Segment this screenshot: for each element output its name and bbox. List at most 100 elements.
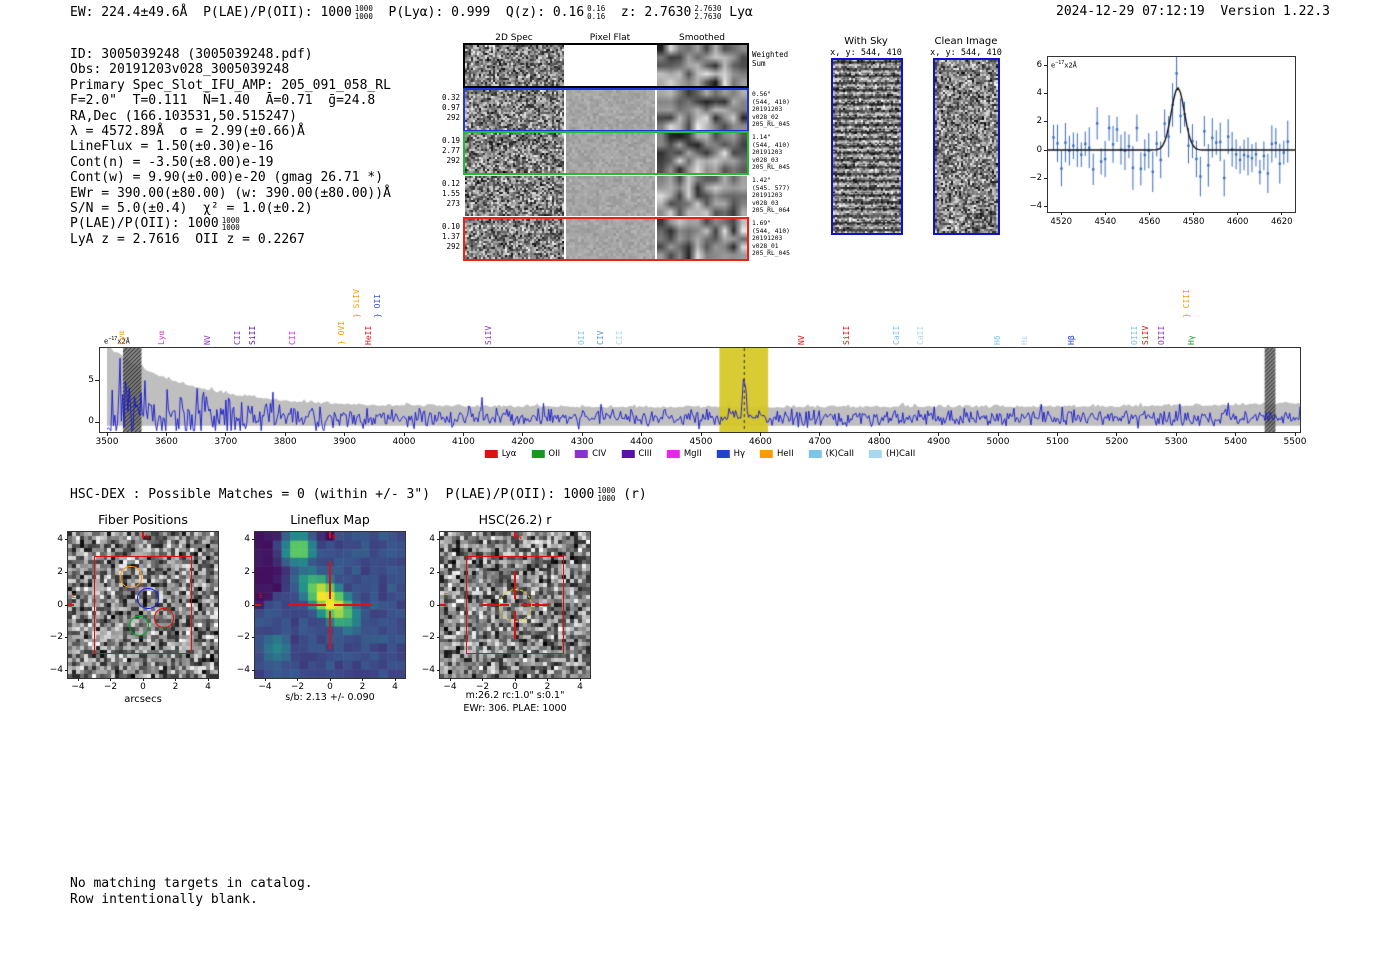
- info-primary-spec: Primary Spec_Slot_IFU_AMP: 205_091_058_R…: [70, 77, 391, 93]
- legend-label: Lyα: [501, 449, 517, 459]
- spectrum-x-tick-label: 4300: [570, 437, 594, 447]
- zoom-y-tick: [1044, 121, 1047, 123]
- legend-item: CIII: [621, 449, 652, 459]
- spectrum-x-tick: [1294, 432, 1296, 436]
- zoom-y-tick: [1044, 93, 1047, 95]
- hsc-crosshair-top: [514, 571, 516, 599]
- fiber-region-square: [94, 556, 192, 654]
- spectrum-x-tick-label: 4700: [808, 437, 832, 447]
- spec2d-r2-2d-canvas: [465, 133, 564, 173]
- cutout-y-tick: [252, 670, 255, 672]
- spec2d-title-2dspec: 2D Spec: [495, 33, 533, 43]
- spectrum-y-tick-label: 5: [88, 374, 94, 385]
- zoom-x-tick: [1281, 212, 1283, 215]
- lineflux-caption: s/b: 2.13 +/- 0.090: [285, 692, 375, 703]
- lineflux-compass-n-label: N: [332, 533, 337, 541]
- withsky-title: With Sky: [844, 36, 888, 47]
- cutout-y-tick-label: 0: [57, 599, 63, 610]
- info-sn-chi2: S/N = 5.0(±0.4) χ² = 1.0(±0.2): [70, 201, 313, 217]
- cutout-x-tick: [77, 678, 79, 681]
- zoom-x-tick: [1193, 212, 1195, 215]
- lineflux-crosshair-bottom: [329, 611, 331, 649]
- cutout-y-tick-label: −4: [49, 665, 63, 676]
- zoom-y-tick-label: 0: [1036, 144, 1042, 155]
- cutout-y-tick: [437, 571, 440, 573]
- spectrum-x-tick-label: 4800: [867, 437, 891, 447]
- spectrum-x-tick-label: 5000: [986, 437, 1010, 447]
- zoom-x-tick-label: 4600: [1226, 217, 1249, 227]
- cutout-x-tick-label: −4: [443, 682, 457, 692]
- header-z-fraction: 2.7630 2.7630: [694, 5, 721, 20]
- hsc-crosshair-left: [481, 604, 509, 606]
- info-wavelength: λ = 4572.89Å σ = 2.99(±0.66)Å: [70, 124, 305, 140]
- emission-line-label: } SiIV: [351, 289, 361, 318]
- spectrum-x-tick: [938, 432, 940, 436]
- hsc-aperture-circle: [498, 588, 532, 622]
- cutout-x-tick: [579, 678, 581, 681]
- emission-line-label: CaII: [915, 325, 925, 345]
- info-cont-n: Cont(n) = -3.50(±8.00)e-19: [70, 154, 274, 170]
- zoom-x-tick: [1104, 212, 1106, 215]
- hsc-region-square: [466, 556, 564, 654]
- spectrum-x-tick: [819, 432, 821, 436]
- emission-line-label: CII: [288, 330, 298, 345]
- zoom-x-tick: [1237, 212, 1239, 215]
- cutout-x-tick: [175, 678, 176, 681]
- cutout-x-tick: [547, 678, 548, 681]
- cutout-y-tick-label: −4: [236, 665, 250, 676]
- spec2d-r3-2d-canvas: [465, 176, 564, 216]
- zoom-y-tick-label: 6: [1036, 59, 1042, 70]
- zoom-x-tick: [1148, 212, 1150, 215]
- cutout-y-tick-label: −2: [49, 632, 63, 643]
- spec2d-sum-smoothed-canvas: [657, 45, 747, 86]
- cutout-x-tick-label: −2: [475, 682, 490, 692]
- info-plae: P(LAE)/P(OII): 1000 1000 1000: [70, 216, 391, 231]
- cutout-x-tick: [207, 678, 209, 681]
- cutout-y-tick: [437, 670, 440, 672]
- full-spectrum-canvas: [100, 348, 1300, 432]
- legend-label: (K)CaII: [825, 449, 855, 459]
- emission-line-label: } CIII: [1182, 289, 1192, 318]
- zoom-y-tick-label: 4: [1036, 88, 1042, 99]
- spectrum-x-tick: [878, 432, 880, 436]
- legend-swatch: [760, 450, 774, 458]
- cutout-y-tick-label: −4: [421, 665, 435, 676]
- spectrum-x-tick: [462, 432, 464, 436]
- zoom-y-tick: [1044, 177, 1047, 179]
- lineflux-map-title: Lineflux Map: [290, 512, 370, 527]
- emission-line-label: Lyα: [117, 330, 127, 345]
- emission-line-label: CII: [233, 330, 243, 345]
- lineflux-crosshair-left: [288, 604, 326, 606]
- lineflux-crosshair-right: [334, 604, 372, 606]
- spectrum-x-tick: [106, 432, 108, 436]
- hsc-cutout-title: HSC(26.2) r: [478, 512, 552, 527]
- cutout-x-tick-label: −4: [258, 682, 272, 692]
- legend-item: (K)CaII: [808, 449, 855, 459]
- legend-label: (H)CaII: [886, 449, 916, 459]
- spectrum-x-tick-label: 5400: [1224, 437, 1248, 447]
- fraction-top: 2.7630: [694, 4, 722, 13]
- spectrum-x-tick-label: 3600: [154, 437, 178, 447]
- info-z-solutions: LyA z = 2.7616 OII z = 0.2267: [70, 231, 305, 247]
- legend-label: OII: [548, 449, 561, 459]
- legend-label: HeII: [777, 449, 794, 459]
- zoom-y-tick: [1044, 64, 1047, 66]
- emission-line-label: HeII: [364, 325, 374, 345]
- fiber-circle-1: [120, 566, 142, 588]
- emission-line-label: Hδ: [992, 335, 1002, 345]
- cutout-x-tick: [264, 678, 266, 681]
- zoom-x-tick-label: 4560: [1138, 217, 1161, 227]
- info-obs: Obs: 20191203v028_3005039248: [70, 62, 290, 78]
- withsky-panel-border: [831, 58, 903, 235]
- ylabel-base: e: [104, 337, 109, 346]
- fraction-bottom: 1000: [354, 11, 373, 21]
- header-plae-fraction: 1000 1000: [355, 5, 373, 20]
- spec2d-r1-2d-canvas: [465, 90, 564, 130]
- spectrum-x-tick-label: 4400: [630, 437, 654, 447]
- spec2d-r4-2d-canvas: [465, 219, 564, 259]
- cutout-x-tick-label: 2: [359, 682, 366, 692]
- hsc-crosshair-bottom: [514, 611, 516, 639]
- zoom-chart-ylabel: e−17x2Å: [1051, 60, 1077, 69]
- cutout-x-tick-label: −4: [71, 682, 85, 692]
- footer-line-1: No matching targets in catalog.: [70, 876, 313, 891]
